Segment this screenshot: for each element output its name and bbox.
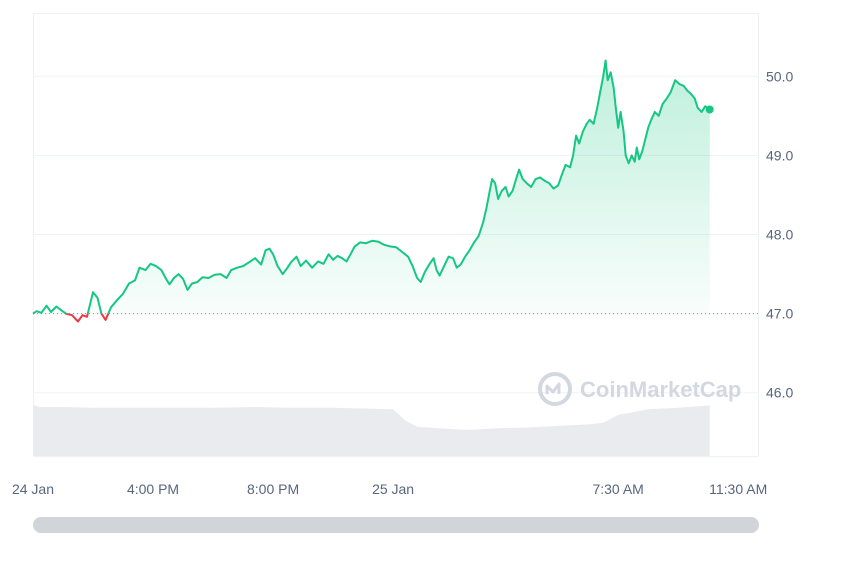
price-area-fill (33, 60, 710, 314)
chart-range-scrollbar[interactable] (33, 517, 759, 533)
x-tick-label: 7:30 AM (592, 481, 643, 497)
x-tick-label: 24 Jan (12, 481, 54, 497)
y-tick-label: 50.0 (766, 68, 793, 84)
x-tick-label: 4:00 PM (127, 481, 179, 497)
y-tick-label: 49.0 (766, 147, 793, 163)
x-tick-label: 25 Jan (372, 481, 414, 497)
coinmarketcap-watermark: CoinMarketCap (538, 372, 741, 406)
last-price-marker (705, 105, 714, 114)
x-axis: 24 Jan 4:00 PM 8:00 PM 25 Jan 7:30 AM 11:30 A… (12, 481, 767, 497)
x-tick-label: 11:30 AM (709, 481, 767, 497)
coinmarketcap-logo-icon (538, 372, 572, 406)
price-line-up (32, 59, 711, 314)
y-tick-label: 47.0 (766, 306, 793, 322)
y-axis: 46.0 47.0 48.0 49.0 50.0 (766, 68, 793, 400)
volume-area (33, 404, 710, 456)
watermark-text: CoinMarketCap (580, 377, 741, 402)
x-tick-label: 8:00 PM (247, 481, 299, 497)
y-tick-label: 46.0 (766, 385, 793, 401)
scrollbar-thumb[interactable] (33, 517, 759, 533)
y-tick-label: 48.0 (766, 227, 793, 243)
